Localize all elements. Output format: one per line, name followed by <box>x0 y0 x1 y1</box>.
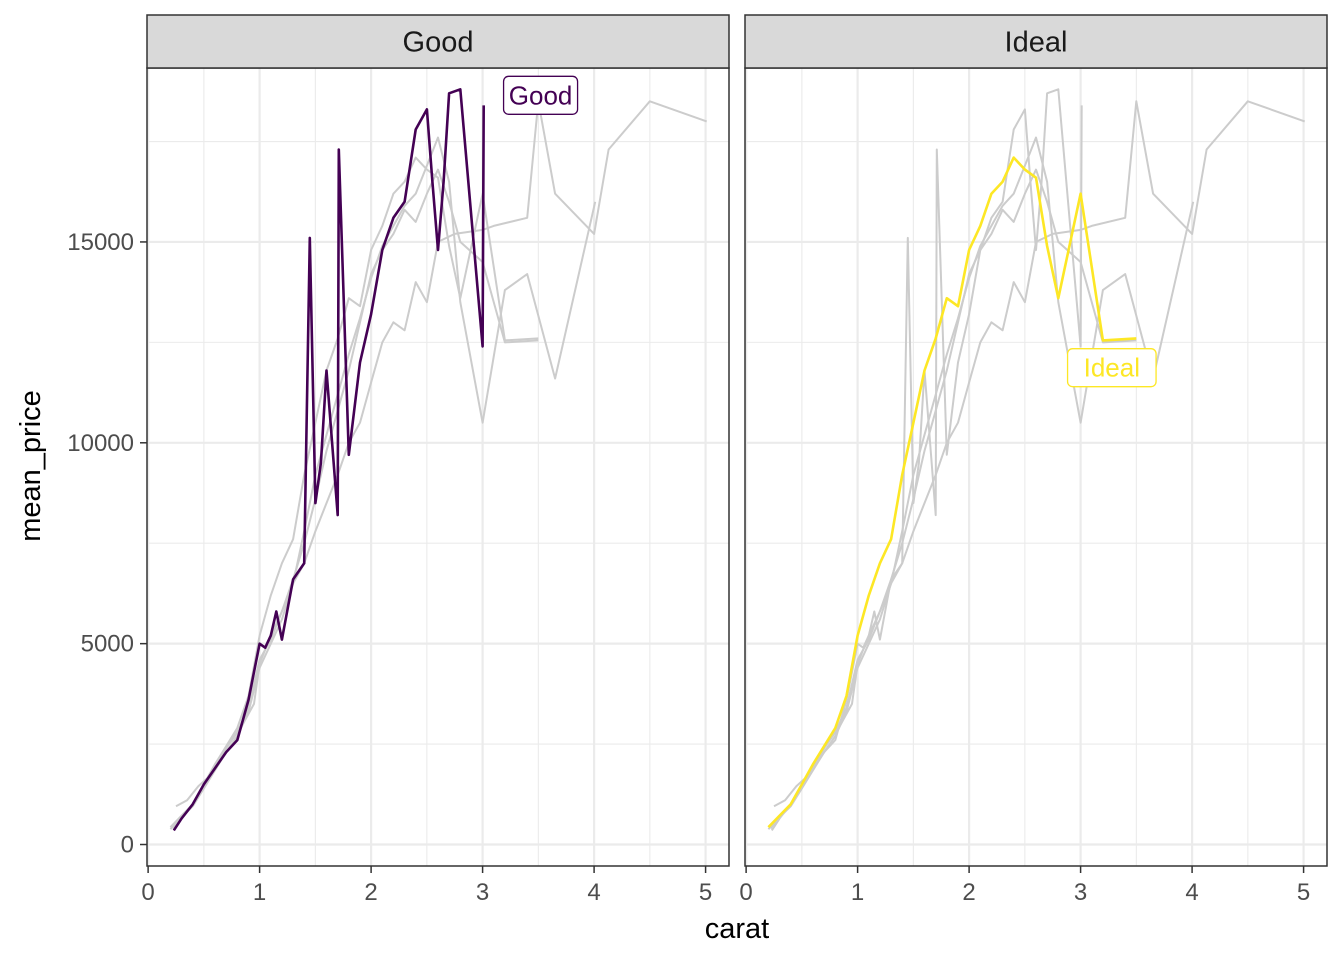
x-tick-label: 5 <box>699 879 712 906</box>
x-tick-label: 0 <box>141 879 154 906</box>
series-label-box <box>1066 348 1157 388</box>
series-label-good: Good <box>502 75 579 115</box>
facet-strip-good <box>146 14 730 69</box>
x-axis-title: carat <box>705 913 769 945</box>
x-tick-label: 1 <box>253 879 266 906</box>
series-label-text: Ideal <box>1084 353 1140 383</box>
facet-strips: Good Ideal <box>146 14 1328 69</box>
panel-backgrounds <box>147 68 1327 866</box>
y-tick-label: 15000 <box>67 229 134 256</box>
facet-strip-label-good: Good <box>403 27 474 59</box>
facet-strip-ideal <box>744 14 1328 69</box>
y-axis-title: mean_price <box>15 390 47 542</box>
x-tick-label: 1 <box>851 879 864 906</box>
series-lines <box>169 88 1306 832</box>
series-line-ideal-highlighted-ideal <box>767 156 1137 829</box>
series-label-ideal: Ideal <box>1066 348 1157 388</box>
x-tick-label: 2 <box>962 879 975 906</box>
series-line-good-background-ideal <box>770 88 1083 831</box>
y-tick-label: 0 <box>121 832 134 859</box>
x-tick-label: 4 <box>1185 879 1198 906</box>
series-label-text: Good <box>509 80 573 110</box>
x-tick-label: 2 <box>364 879 377 906</box>
x-tick-label: 4 <box>587 879 600 906</box>
x-tick-label: 3 <box>1074 879 1087 906</box>
x-tick-label: 3 <box>476 879 489 906</box>
x-tick-label: 0 <box>739 879 752 906</box>
series-line-ideal-background-good <box>169 156 539 828</box>
y-tick-label: 10000 <box>67 430 134 457</box>
panel-labels: Good Ideal <box>502 75 1157 388</box>
panel-background-good <box>147 68 729 866</box>
series-line-good-highlighted-good <box>172 88 485 832</box>
panel-background-ideal <box>745 68 1327 866</box>
series-label-box <box>502 75 579 115</box>
x-tick-label: 5 <box>1297 879 1310 906</box>
facet-strip-label-ideal: Ideal <box>1005 27 1068 59</box>
gridlines <box>147 68 1327 866</box>
y-tick-label: 5000 <box>81 631 134 658</box>
